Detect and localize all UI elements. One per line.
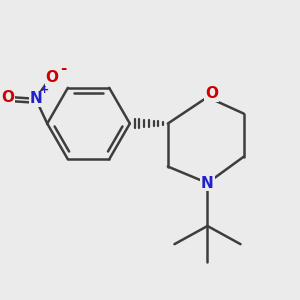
Text: O: O: [1, 90, 14, 105]
Text: -: -: [61, 61, 67, 76]
Text: O: O: [205, 86, 218, 101]
Text: N: N: [29, 91, 42, 106]
Text: O: O: [46, 70, 59, 85]
Text: N: N: [201, 176, 214, 190]
Text: +: +: [40, 85, 50, 94]
